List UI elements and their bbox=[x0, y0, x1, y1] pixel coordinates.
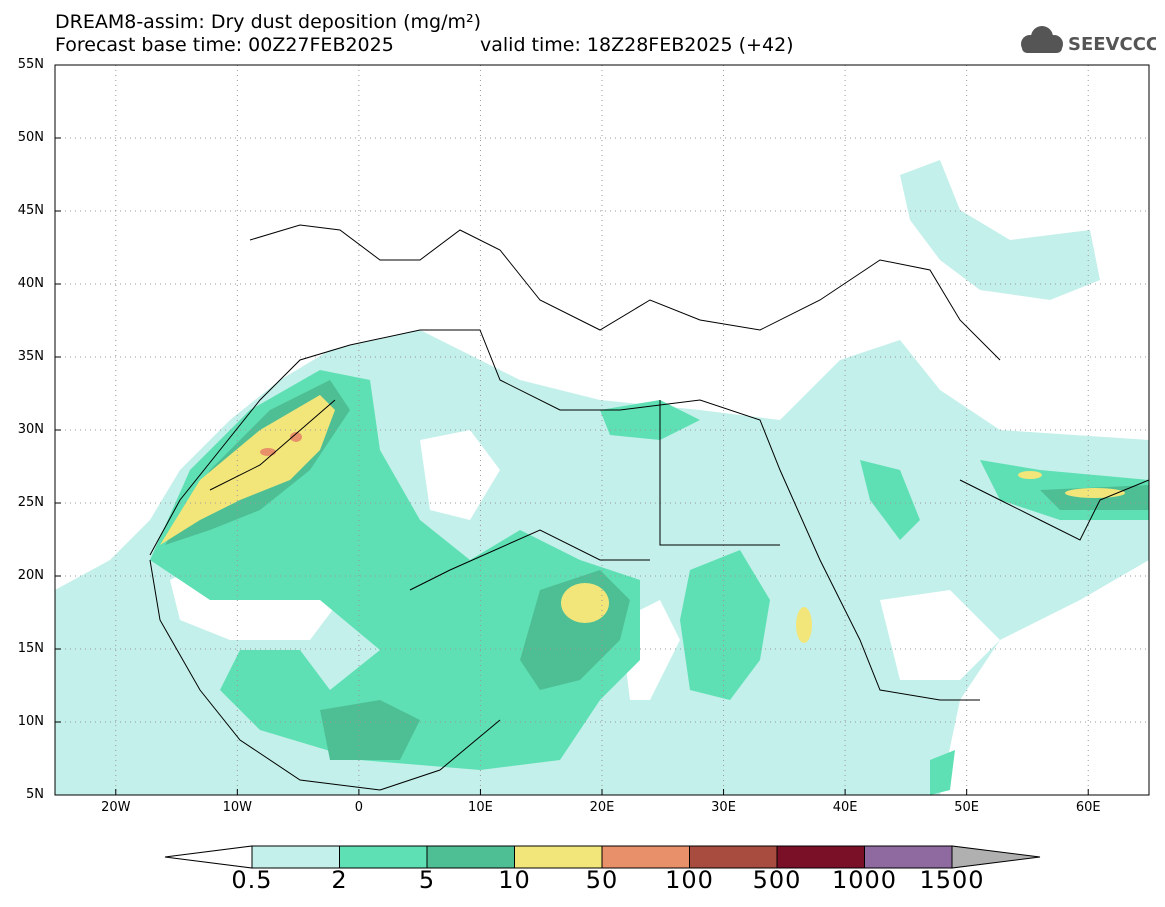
cloud-icon bbox=[1021, 26, 1063, 53]
clear-area bbox=[880, 590, 1000, 680]
dust-region-high bbox=[1018, 471, 1042, 479]
lon-label: 40E bbox=[832, 800, 858, 815]
colorbar-segment bbox=[514, 845, 603, 869]
colorbar-segment bbox=[776, 845, 865, 869]
colorbar-label: 100 bbox=[665, 866, 714, 894]
lon-label: 50E bbox=[954, 800, 980, 815]
lat-label: 25N bbox=[17, 495, 44, 510]
lat-label: 55N bbox=[17, 57, 44, 72]
lon-label: 0 bbox=[354, 800, 364, 815]
lat-label: 20N bbox=[17, 568, 44, 583]
dust-region-medium bbox=[680, 550, 770, 700]
lon-label: 30E bbox=[711, 800, 736, 815]
dust-region-dark bbox=[320, 700, 420, 760]
colorbar-label: 10 bbox=[498, 866, 531, 894]
graticule bbox=[55, 65, 1149, 795]
colorbar-segment bbox=[426, 845, 515, 869]
lat-label: 35N bbox=[17, 349, 44, 364]
lat-label: 40N bbox=[17, 276, 44, 291]
clear-area bbox=[420, 430, 500, 520]
colorbar-upper-arrow bbox=[951, 845, 1041, 869]
dust-region-very-high bbox=[290, 432, 302, 442]
dust-region-medium bbox=[930, 750, 955, 795]
colorbar-label: 500 bbox=[752, 866, 802, 894]
seevccc-logo: SEEVCCC bbox=[1021, 26, 1156, 55]
colorbar-segment bbox=[864, 845, 953, 869]
colorbar-label: 50 bbox=[585, 866, 619, 894]
colorbar-label: 1000 bbox=[831, 866, 898, 894]
lon-label: 20W bbox=[101, 800, 131, 815]
lat-label: 15N bbox=[17, 641, 44, 656]
colorbar-label: 5 bbox=[418, 866, 436, 894]
lat-label: 50N bbox=[17, 130, 44, 145]
dust-region-light-caspian bbox=[900, 160, 1100, 300]
valid-time: valid time: 18Z28FEB2025 (+42) bbox=[480, 34, 794, 56]
lon-label: 20E bbox=[589, 800, 615, 815]
lon-label: 10E bbox=[468, 800, 493, 815]
colorbar-segment bbox=[251, 845, 340, 869]
dust-region-medium bbox=[860, 460, 920, 540]
colorbar-segment bbox=[689, 845, 778, 869]
lat-label: 5N bbox=[26, 787, 44, 802]
colorbar-label: 1500 bbox=[919, 866, 985, 894]
lat-label: 30N bbox=[17, 422, 44, 437]
colorbar-lower-arrow bbox=[164, 845, 253, 869]
logo-text: SEEVCCC bbox=[1068, 34, 1156, 55]
colorbar-label: 2 bbox=[331, 866, 348, 894]
lon-label: 60E bbox=[1075, 800, 1101, 815]
colorbar-label: 0.5 bbox=[231, 866, 273, 894]
dust-region-high bbox=[160, 395, 335, 545]
lat-label: 10N bbox=[17, 714, 44, 729]
lon-label: 10W bbox=[222, 800, 253, 815]
lat-label: 45N bbox=[17, 203, 44, 218]
forecast-base-time: Forecast base time: 00Z27FEB2025 bbox=[55, 34, 394, 56]
colorbar-segment bbox=[601, 845, 690, 869]
dust-region-high bbox=[561, 583, 609, 623]
map-title: DREAM8-assim: Dry dust deposition (mg/m²… bbox=[55, 11, 482, 33]
axis-ticks bbox=[55, 137, 1089, 795]
coastlines bbox=[149, 224, 1149, 791]
dust-region-high bbox=[796, 607, 812, 643]
colorbar-segment bbox=[339, 845, 428, 869]
